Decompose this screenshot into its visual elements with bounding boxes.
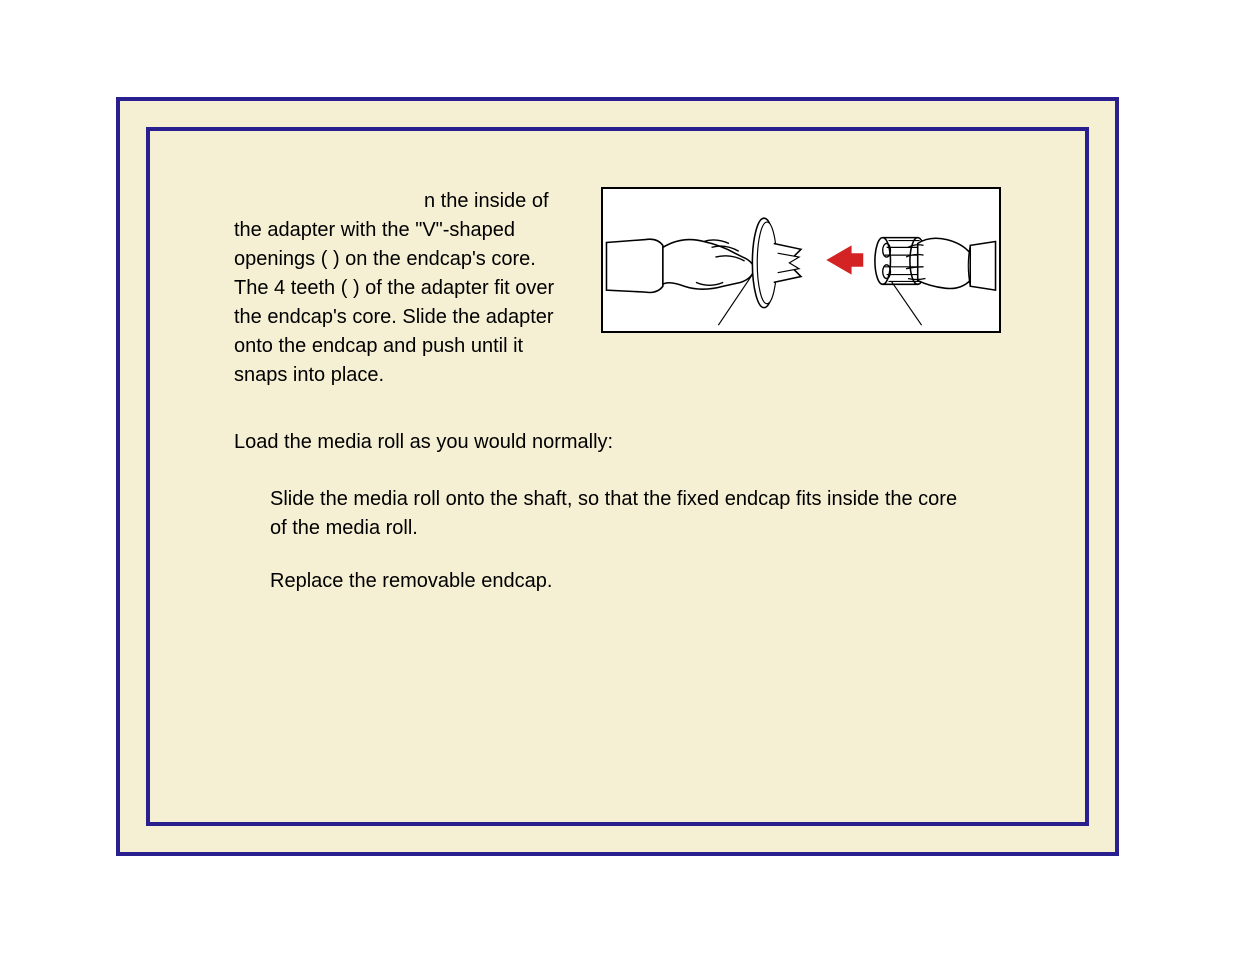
sub-step-1: Slide the media roll onto the shaft, so … (270, 485, 1001, 543)
instruction-paragraph-2: Load the media roll as you would normall… (234, 428, 1001, 457)
top-row: n the inside of the adapter with the "V"… (234, 187, 1001, 390)
arrow-left-icon (826, 245, 863, 274)
inner-frame: n the inside of the adapter with the "V"… (146, 127, 1089, 826)
instruction-paragraph-1: n the inside of the adapter with the "V"… (234, 187, 571, 390)
assembly-illustration (601, 187, 1001, 333)
outer-frame: n the inside of the adapter with the "V"… (116, 97, 1119, 856)
sub-step-2: Replace the removable endcap. (270, 567, 1001, 596)
